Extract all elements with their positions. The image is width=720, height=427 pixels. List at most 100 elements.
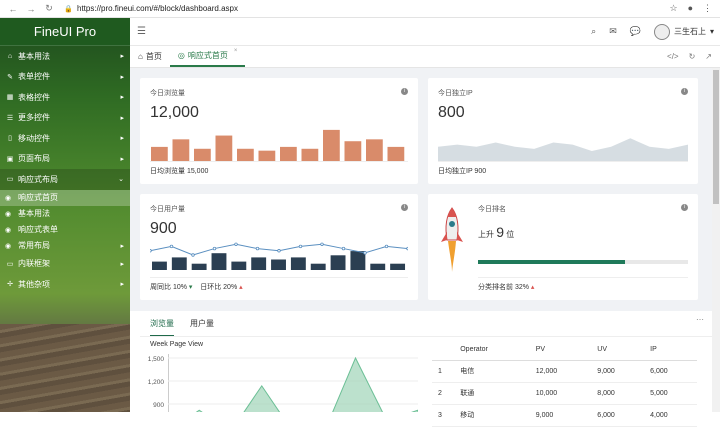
table-header-cell: UV <box>591 342 645 361</box>
sidebar-item[interactable]: ▭ 响应式布局 ⌄ <box>0 169 130 190</box>
card-title: 今日用户量 <box>150 206 185 213</box>
chart-bar <box>194 148 211 162</box>
chart-bar <box>211 253 227 270</box>
back-icon[interactable]: ← <box>8 3 18 14</box>
more-icon[interactable]: ⋯ <box>696 315 704 324</box>
table-cell: 12,000 <box>529 360 592 383</box>
up-icon: ▴ <box>239 284 243 291</box>
tab-users[interactable]: 用户量 <box>190 319 214 328</box>
table-row: 3 移动 9,000 6,000 4,000 <box>432 404 697 427</box>
chart-bar <box>301 148 319 162</box>
chart-point <box>320 242 324 246</box>
info-icon[interactable]: i <box>401 204 408 211</box>
chart-point <box>169 244 174 249</box>
sidebar-subitem[interactable]: ◉ 基本用法 <box>0 206 130 222</box>
card-foot: 分类排名前 32% ▴ <box>478 282 534 292</box>
sidebar-item[interactable]: ▣ 页面布局 ▸ <box>0 149 130 170</box>
card-foot: 日均独立IP 900 <box>438 168 487 175</box>
lock-icon: 🔒 <box>64 5 73 13</box>
sidebar-item-label: 表格控件 <box>18 92 50 102</box>
sidebar-item[interactable]: ⌂ 基本用法 ▸ <box>0 46 130 67</box>
card-value: 12,000 <box>150 104 199 121</box>
mobile-icon: ▯ <box>8 135 12 143</box>
circle-icon: ◉ <box>5 242 12 250</box>
sidebar-subitem[interactable]: ◉ 响应式首页 <box>0 189 130 206</box>
account-icon[interactable]: ● <box>687 3 693 13</box>
scroll-thumb[interactable] <box>713 70 719 204</box>
tab-active-label: 响应式首页 <box>187 50 228 60</box>
sidebar-menu: ⌂ 基本用法 ▸ ✎ 表单控件 ▸ ▦ 表格控件 ▸ ☰ 更多控件 ▸ ▯ 移动控件 ▸ ▣ 页面布局 ▸ ▭ 响应式… <box>0 46 130 295</box>
table-cell: 4,000 <box>644 404 697 427</box>
menu-dots-icon[interactable]: ⋮ <box>703 3 712 13</box>
sidebar-item[interactable]: ✢ 其他杂项 ▸ <box>0 274 130 295</box>
sidebar-item[interactable]: ☰ 更多控件 ▸ <box>0 108 130 129</box>
dashboard-content: 今日浏览量 i 12,000 日均浏览量 15,000 今日独立IP i 800… <box>130 68 712 427</box>
sidebar-item[interactable]: ✎ 表单控件 ▸ <box>0 67 130 88</box>
table-cell: 2 <box>432 382 455 405</box>
info-icon[interactable]: i <box>681 88 688 95</box>
info-icon[interactable]: i <box>681 204 688 211</box>
tab-pv[interactable]: 浏览量 <box>150 318 174 337</box>
chart-point <box>298 244 303 249</box>
mail-icon[interactable]: ✉ <box>609 26 617 36</box>
card-user: 今日用户量 i 900 周同比 10% ▾ 日环比 20% ▴ <box>140 194 418 300</box>
sidebar-subitem[interactable]: ◉ 常用布局 ▸ <box>0 238 130 254</box>
star-icon[interactable]: ☆ <box>669 3 678 13</box>
chart-point <box>277 249 281 253</box>
chart-bar <box>251 257 267 270</box>
rank-prefix: 上升 <box>478 230 494 239</box>
table-cell: 6,000 <box>644 360 697 383</box>
rank-value: 9 <box>496 224 505 240</box>
chevron-right-icon: ▸ <box>120 242 124 250</box>
sidebar-item[interactable]: ▭ 内联框架 ▸ <box>0 254 130 275</box>
home-icon: ⌂ <box>7 52 13 60</box>
sidebar-subitem[interactable]: ◉ 响应式表单 <box>0 222 130 238</box>
code-icon[interactable]: </> <box>667 52 679 61</box>
card-value: 900 <box>150 220 177 237</box>
reload-icon[interactable]: ↻ <box>45 3 53 13</box>
table-cell: 6,000 <box>591 404 645 427</box>
chevron-down-icon: ⌄ <box>118 176 124 184</box>
chart-bar <box>387 146 405 162</box>
hamburger-icon[interactable]: ☰ <box>137 26 146 37</box>
sidebar-item[interactable]: ▦ 表格控件 ▸ <box>0 87 130 108</box>
external-link-icon[interactable]: ↗ <box>705 52 712 61</box>
forward-icon[interactable]: → <box>26 3 36 14</box>
up-icon: ▴ <box>530 284 535 291</box>
chat-icon[interactable]: 💬 <box>629 26 641 36</box>
tab-responsive-home[interactable]: ◎ 响应式首页 × <box>169 45 246 67</box>
chart-bar <box>290 257 306 270</box>
list-icon: ☰ <box>6 114 14 122</box>
chart-bar <box>350 251 366 270</box>
table-icon: ▦ <box>6 94 14 102</box>
tab-home[interactable]: ⌂ 首页 <box>130 45 170 67</box>
refresh-icon[interactable]: ↻ <box>688 52 696 61</box>
rocket-icon <box>441 207 463 272</box>
close-tab-icon[interactable]: × <box>233 48 238 54</box>
user-menu[interactable]: 三生石上 ▾ <box>653 23 714 40</box>
scrollbar[interactable] <box>712 68 720 412</box>
rank-suffix: 位 <box>506 230 515 239</box>
table-cell: 联通 <box>454 382 530 405</box>
info-icon[interactable]: i <box>401 88 408 95</box>
address-bar[interactable]: 🔒 https://pro.fineui.com/#/block/dashboa… <box>64 2 238 15</box>
card-pv: 今日浏览量 i 12,000 日均浏览量 15,000 <box>140 78 418 184</box>
search-icon[interactable]: ⌕ <box>591 26 597 36</box>
divider <box>478 277 688 278</box>
divider <box>150 161 408 162</box>
sidebar-subitem-label: 响应式首页 <box>18 193 58 202</box>
sidebar-item-label: 响应式布局 <box>18 174 58 184</box>
sidebar-item-label: 其他杂项 <box>18 279 50 289</box>
sidebar-item[interactable]: ▯ 移动控件 ▸ <box>0 128 130 149</box>
card-title: 今日独立IP <box>438 90 473 97</box>
chart-bar <box>323 129 340 162</box>
operator-table: Operator PV UV IP 1 电信 12,000 9,000 6,000 2 联通 10,… <box>432 342 697 427</box>
top-bar: ☰ ⌕ ✉ 💬 三生石上 ▾ <box>130 18 720 46</box>
chevron-right-icon: ▸ <box>120 135 124 143</box>
card-foot: 日均浏览量 15,000 <box>150 168 209 175</box>
table-cell: 电信 <box>454 360 530 383</box>
week-ratio: 周同比 10% <box>150 284 187 291</box>
chart-point <box>150 249 152 253</box>
sidebar-item-label: 基本用法 <box>18 51 50 61</box>
divider <box>150 277 408 278</box>
